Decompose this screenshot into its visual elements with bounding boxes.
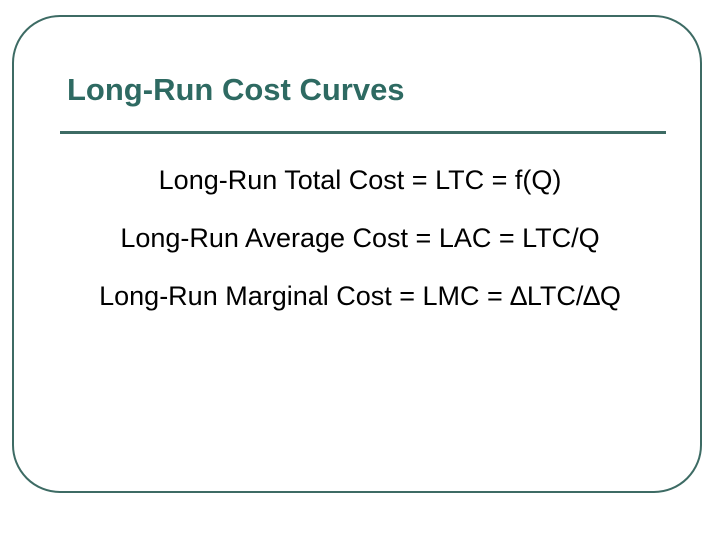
definition-line: Long-Run Average Cost = LAC = LTC/Q <box>120 223 600 253</box>
definition-line: Long-Run Total Cost = LTC = f(Q) <box>158 165 562 195</box>
title-rule <box>60 131 666 134</box>
definition-line: Long-Run Marginal Cost = LMC = ∆LTC/∆Q <box>99 281 621 311</box>
slide-title: Long-Run Cost Curves <box>67 72 405 107</box>
slide-frame <box>12 15 702 493</box>
